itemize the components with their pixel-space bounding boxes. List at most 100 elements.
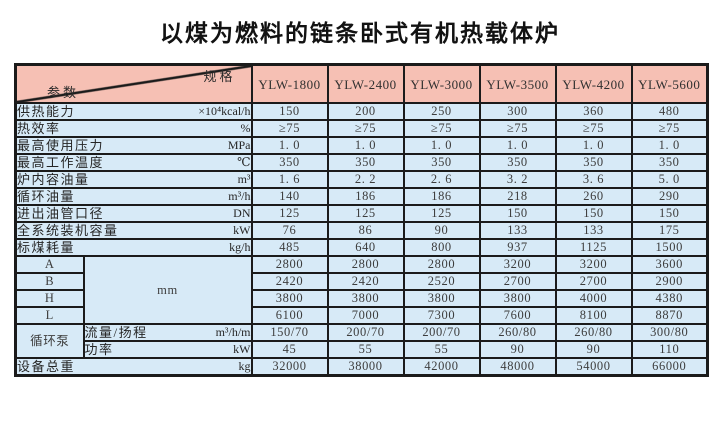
param-label: 设备总重 (17, 359, 76, 374)
value-cell: 1. 0 (554, 136, 633, 155)
value-cell: 3800 (250, 289, 329, 308)
value-cell: 66000 (630, 357, 709, 377)
table-row: 最高使用压力 MPa 1. 0 1. 0 1. 0 1. 0 1. 0 1. 0 (14, 136, 709, 155)
value-cell: 7600 (478, 306, 557, 325)
value-cell: 480 (630, 102, 709, 121)
table-row-dimension: A mm 2800 2800 2800 3200 3200 3600 (14, 255, 709, 325)
page-title: 以煤为燃料的链条卧式有机热载体炉 (160, 21, 560, 47)
value-cell: 2700 (554, 272, 633, 291)
value-cell: ≥75 (402, 119, 481, 138)
value-cell: 125 (326, 204, 405, 223)
value-cell: 90 (554, 340, 633, 359)
value-cell: 485 (250, 238, 329, 257)
value-cell: 3800 (326, 289, 405, 308)
table-row-pump: 功率 kW 45 55 55 90 90 110 (16, 340, 709, 359)
value-cell: 3200 (478, 255, 557, 274)
value-cell: 55 (402, 340, 481, 359)
table-row-pump: 循环泵 流量/扬程 m³/h/m 150/70 200/70 200/70 26… (14, 323, 709, 359)
value-cell: 2. 6 (402, 170, 481, 189)
value-cell: 133 (478, 221, 557, 240)
value-cell: 55 (326, 340, 405, 359)
value-cell: 300 (478, 102, 557, 121)
value-cell: 260/80 (478, 323, 557, 342)
param-unit: m³/h/m (215, 325, 251, 339)
value-cell: 200 (326, 102, 405, 121)
value-cell: 7300 (402, 306, 481, 325)
param-cell: 循环油量 m³/h (14, 187, 253, 206)
dim-label: H (14, 289, 85, 308)
param-unit: m³ (237, 172, 251, 186)
value-cell: 45 (250, 340, 329, 359)
value-cell: ≥75 (326, 119, 405, 138)
value-cell: 2700 (478, 272, 557, 291)
value-cell: 1. 0 (326, 136, 405, 155)
param-unit: ×10⁴kcal/h (198, 104, 251, 118)
dim-label: A (14, 255, 85, 274)
value-cell: 2420 (250, 272, 329, 291)
param-label: 供热能力 (17, 104, 76, 119)
value-cell: 76 (250, 221, 329, 240)
param-cell: 标煤耗量 kg/h (14, 238, 253, 257)
value-cell: 260 (554, 187, 633, 206)
model-header: YLW-4200 (554, 63, 633, 104)
param-cell: 最高使用压力 MPa (14, 136, 253, 155)
param-unit: % (240, 121, 251, 135)
value-cell: 8870 (630, 306, 709, 325)
value-cell: 360 (554, 102, 633, 121)
value-cell: 5. 0 (630, 170, 709, 189)
value-cell: 2520 (402, 272, 481, 291)
header-corner-cell: 规格 参数 (14, 63, 253, 104)
value-cell: 150 (630, 204, 709, 223)
value-cell: 1500 (630, 238, 709, 257)
value-cell: 3800 (402, 289, 481, 308)
value-cell: 800 (402, 238, 481, 257)
value-cell: 250 (402, 102, 481, 121)
param-label: 热效率 (17, 121, 61, 136)
param-cell: 功率 kW (82, 340, 253, 359)
param-label: 功率 (84, 342, 114, 357)
table-row: 最高工作温度 ℃ 350 350 350 350 350 350 (14, 153, 709, 172)
table-row: 全系统装机容量 kW 76 86 90 133 133 175 (14, 221, 709, 240)
spec-table: 规格 参数 YLW-1800 YLW-2400 YLW-3000 YLW-350… (14, 63, 709, 377)
value-cell: 1. 6 (250, 170, 329, 189)
value-cell: 133 (554, 221, 633, 240)
value-cell: 200/70 (402, 323, 481, 342)
value-cell: 2800 (326, 255, 405, 274)
param-label: 全系统装机容量 (17, 223, 119, 238)
param-unit: MPa (227, 138, 251, 152)
value-cell: 1. 0 (250, 136, 329, 155)
value-cell: 8100 (554, 306, 633, 325)
value-cell: 2800 (402, 255, 481, 274)
param-cell: 全系统装机容量 kW (14, 221, 253, 240)
table-row-dimension: L 6100 7000 7300 7600 8100 8870 (14, 306, 709, 325)
value-cell: 48000 (478, 357, 557, 377)
param-label: 炉内容油量 (17, 172, 90, 187)
value-cell: 125 (250, 204, 329, 223)
model-header: YLW-3000 (402, 63, 481, 104)
param-label: 标煤耗量 (17, 240, 76, 255)
value-cell: 110 (630, 340, 709, 359)
table-row: 循环油量 m³/h 140 186 186 218 260 290 (14, 187, 709, 206)
param-cell: 进出油管口径 DN (14, 204, 253, 223)
value-cell: ≥75 (554, 119, 633, 138)
value-cell: 3200 (554, 255, 633, 274)
value-cell: ≥75 (478, 119, 557, 138)
value-cell: 2420 (326, 272, 405, 291)
value-cell: 186 (402, 187, 481, 206)
value-cell: 90 (402, 221, 481, 240)
table-row: 炉内容油量 m³ 1. 6 2. 2 2. 6 3. 2 3. 6 5. 0 (14, 170, 709, 189)
dim-label: B (14, 272, 85, 291)
param-unit: kg/h (229, 240, 251, 254)
value-cell: 42000 (402, 357, 481, 377)
value-cell: 175 (630, 221, 709, 240)
model-header: YLW-3500 (478, 63, 557, 104)
dim-label: L (14, 306, 85, 325)
value-cell: 86 (326, 221, 405, 240)
corner-label-param: 参数 (47, 85, 80, 100)
value-cell: 38000 (326, 357, 405, 377)
param-unit: kW (233, 342, 251, 356)
value-cell: 1. 0 (630, 136, 709, 155)
table-row: 热效率 % ≥75 ≥75 ≥75 ≥75 ≥75 ≥75 (14, 119, 709, 138)
value-cell: 2900 (630, 272, 709, 291)
